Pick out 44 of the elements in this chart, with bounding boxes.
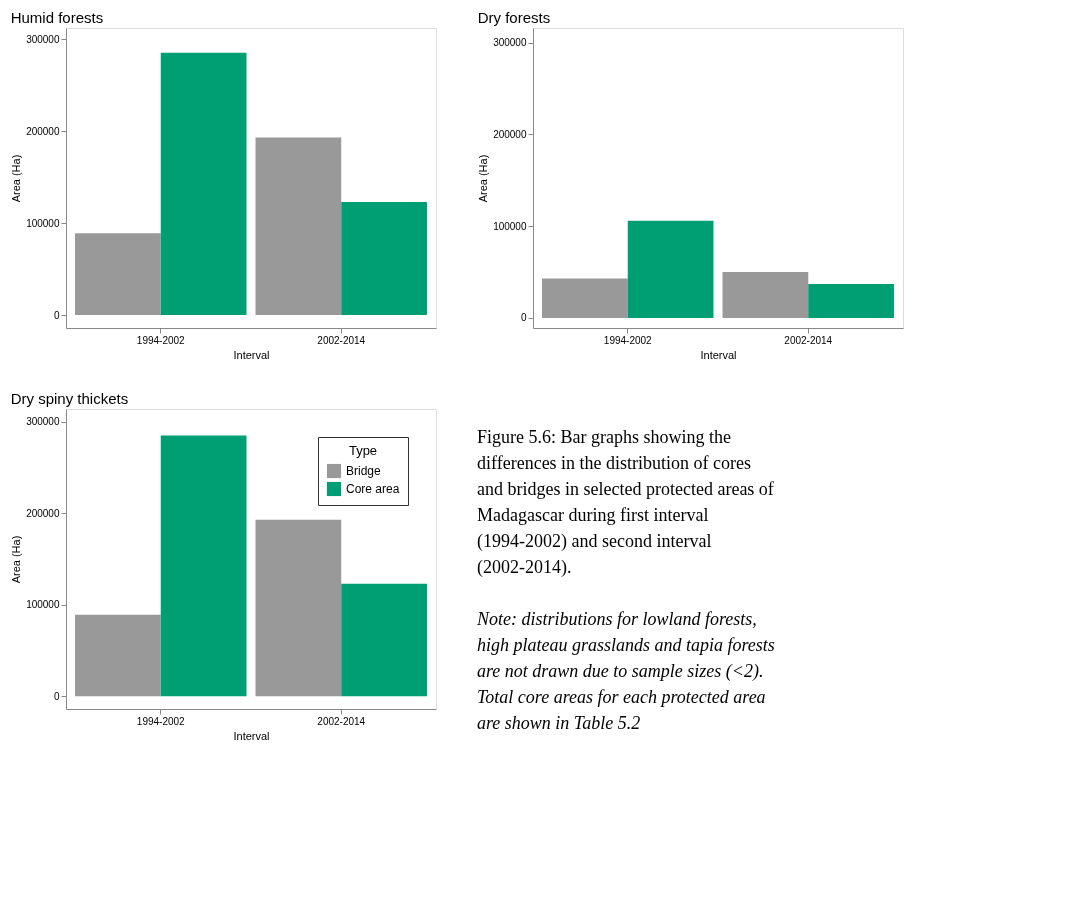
x-axis-title: Interval [233, 348, 270, 361]
y-tick-label: 300000 [26, 33, 60, 45]
bar [160, 435, 247, 697]
bar [341, 583, 427, 697]
bar [542, 278, 628, 318]
x-tick-label: 1994-2002 [136, 334, 186, 346]
y-tick-label: 300000 [26, 416, 60, 428]
x-tick-label: 1994-2002 [136, 715, 186, 727]
y-tick-label: 100000 [26, 217, 60, 229]
legend-label: Bridge [346, 464, 382, 478]
x-tick-label: 2002-2014 [317, 334, 366, 346]
y-axis-title: Area (Ha) [10, 535, 23, 584]
y-tick-label: 200000 [26, 507, 60, 519]
y-tick-label: 200000 [26, 125, 60, 137]
x-tick-label: 2002-2014 [317, 715, 366, 727]
y-tick-label: 200000 [493, 128, 527, 140]
y-axis-title: Area (Ha) [10, 154, 23, 203]
x-tick-label: 2002-2014 [784, 334, 833, 346]
y-tick-label: 300000 [493, 37, 527, 49]
bar [627, 220, 714, 318]
bar [722, 272, 809, 318]
bar [255, 519, 342, 697]
y-tick-label: 100000 [26, 599, 60, 611]
caption: Figure 5.6: Bar graphs showing the differences in the distribution of cores and bridges in selected protected areas of Madagascar during first interval (1994-2002) and second interval (2002-2014). [477, 427, 774, 578]
y-tick-label: 0 [520, 312, 527, 324]
bar [341, 201, 427, 316]
bar [255, 137, 342, 316]
chart-title: Dry forests [477, 9, 551, 26]
bar [160, 52, 247, 316]
y-tick-label: 0 [53, 309, 60, 321]
chart-title: Humid forests [10, 9, 104, 26]
text: Note: distributions for lowland forests, high plateau grasslands and tapia forests are not drawn due to sample sizes (<2). Total core areas for each protected area are shown in Table 5.2 [476, 609, 775, 733]
y-axis-title: Area (Ha) [477, 154, 490, 203]
bar [808, 283, 894, 318]
chart-title: Dry spiny thickets [10, 390, 129, 407]
x-axis-title: Interval [700, 348, 737, 361]
y-tick-label: 0 [53, 690, 60, 702]
x-axis-title: Interval [233, 729, 270, 742]
y-tick-label: 100000 [493, 220, 527, 232]
x-tick-label: 1994-2002 [603, 334, 653, 346]
bar [75, 233, 161, 316]
legend-title: Type [348, 443, 378, 458]
legend-label: Core area [346, 482, 400, 496]
bar [75, 614, 161, 697]
